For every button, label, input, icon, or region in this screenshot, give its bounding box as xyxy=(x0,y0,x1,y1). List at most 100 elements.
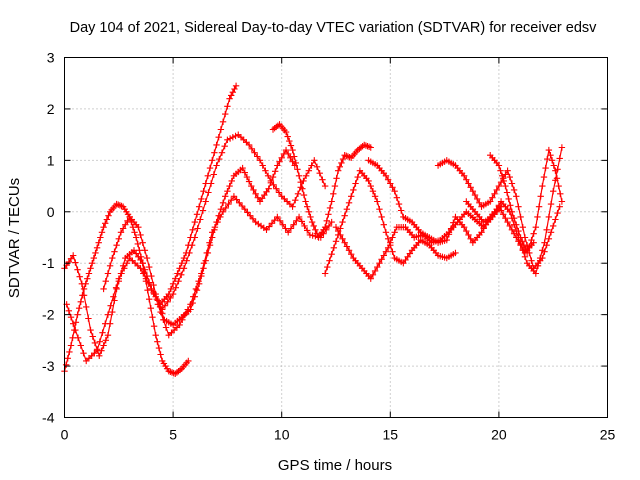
data-point xyxy=(137,231,144,239)
data-point xyxy=(200,260,208,267)
data-point xyxy=(146,296,153,303)
data-point xyxy=(195,203,203,210)
data-point xyxy=(545,146,553,154)
data-point xyxy=(307,213,314,221)
data-point xyxy=(167,285,175,293)
data-point xyxy=(310,222,317,230)
data-point xyxy=(152,290,159,298)
data-point xyxy=(467,184,474,191)
data-point xyxy=(447,225,455,232)
data-point xyxy=(142,275,150,282)
series-track xyxy=(465,147,563,275)
data-point xyxy=(276,217,284,224)
data-point xyxy=(88,260,96,267)
data-point xyxy=(542,164,549,172)
data-point xyxy=(536,254,544,262)
data-point xyxy=(132,234,140,241)
data-point xyxy=(93,347,101,354)
data-point xyxy=(508,208,516,215)
data-point xyxy=(295,172,303,179)
data-point xyxy=(297,179,304,186)
data-point xyxy=(513,193,520,200)
data-point xyxy=(341,212,348,219)
data-point xyxy=(343,243,351,250)
data-point xyxy=(550,188,557,195)
data-point xyxy=(245,141,253,149)
data-point xyxy=(64,355,71,362)
data-point xyxy=(332,224,340,231)
data-point xyxy=(102,320,109,327)
data-point xyxy=(124,217,131,224)
data-point xyxy=(406,250,414,257)
data-point xyxy=(311,157,318,164)
data-point xyxy=(282,225,289,232)
data-point xyxy=(289,203,296,210)
data-point xyxy=(72,259,79,266)
data-point xyxy=(118,270,125,277)
data-point xyxy=(395,200,403,208)
data-point xyxy=(100,342,107,349)
data-point xyxy=(188,242,196,249)
data-point xyxy=(513,221,520,228)
data-point xyxy=(463,227,470,235)
data-point xyxy=(135,253,142,260)
data-point xyxy=(141,247,149,254)
data-point xyxy=(367,182,374,190)
data-point xyxy=(498,172,506,179)
data-point xyxy=(321,270,329,277)
data-point xyxy=(389,248,396,255)
data-point xyxy=(146,263,153,271)
data-point xyxy=(222,110,229,118)
data-point xyxy=(510,215,518,222)
data-point xyxy=(140,270,147,277)
data-point xyxy=(98,229,106,236)
data-point xyxy=(312,226,319,233)
data-point xyxy=(374,198,381,205)
x-tick-label: 0 xyxy=(61,427,69,443)
data-point xyxy=(252,190,259,197)
data-point xyxy=(515,227,522,235)
data-point xyxy=(534,213,541,221)
data-point xyxy=(187,301,194,308)
data-point xyxy=(202,180,209,187)
data-point xyxy=(402,256,409,264)
data-point xyxy=(243,173,251,181)
data-point xyxy=(224,188,231,195)
data-point xyxy=(384,176,392,183)
data-point xyxy=(179,316,186,323)
ticks xyxy=(64,57,608,418)
data-point xyxy=(199,207,207,214)
y-tick-label: 1 xyxy=(47,152,55,168)
data-point xyxy=(219,118,227,125)
data-point xyxy=(149,314,156,321)
data-point xyxy=(382,248,390,255)
data-point xyxy=(172,284,180,291)
data-point xyxy=(85,270,93,277)
data-point xyxy=(308,162,315,169)
data-point xyxy=(504,218,511,226)
series-sat-e xyxy=(154,193,335,339)
data-point xyxy=(92,249,99,257)
series-track xyxy=(66,133,326,362)
data-point xyxy=(206,164,214,172)
data-point xyxy=(294,190,302,197)
data-point xyxy=(282,146,290,154)
data-point xyxy=(186,249,193,257)
data-point xyxy=(154,338,161,345)
data-point xyxy=(263,226,270,233)
data-point xyxy=(219,208,227,215)
data-point xyxy=(502,171,509,178)
data-point xyxy=(290,221,297,228)
data-point xyxy=(213,162,220,169)
data-point xyxy=(104,270,112,277)
data-point xyxy=(522,245,529,253)
data-point xyxy=(95,239,102,246)
data-point xyxy=(300,177,307,185)
data-point xyxy=(323,217,330,224)
data-point xyxy=(460,172,468,179)
series-sat-k xyxy=(463,144,566,277)
y-tick-label: -1 xyxy=(42,255,55,271)
data-point xyxy=(391,229,398,236)
data-point xyxy=(203,249,210,257)
data-point xyxy=(330,190,337,197)
